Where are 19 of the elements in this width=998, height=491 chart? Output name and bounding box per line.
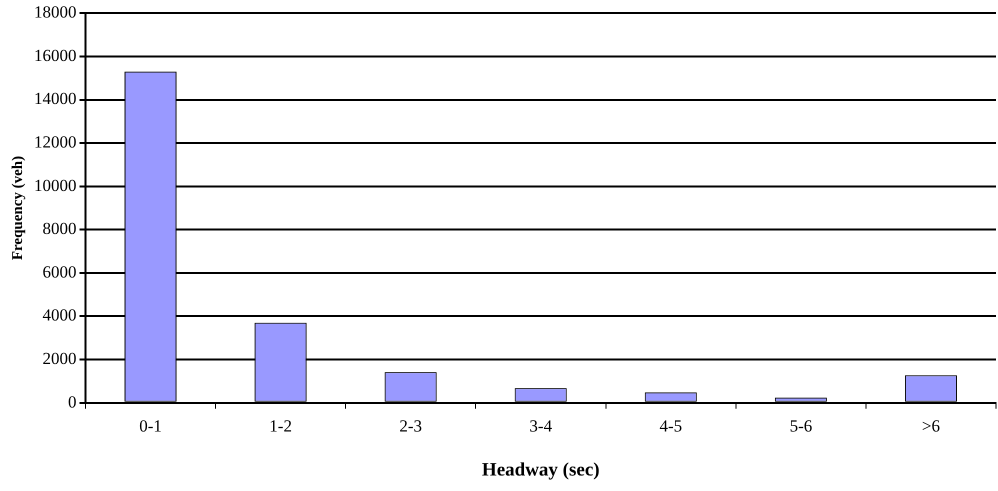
y-tick-label: 16000 <box>34 46 76 65</box>
y-tick-label: 2000 <box>42 348 76 368</box>
x-tick-label: 1-2 <box>269 416 292 436</box>
x-tick-label: 4-5 <box>659 416 682 436</box>
y-tick-label: 6000 <box>42 262 76 282</box>
x-tick-label: >6 <box>922 416 940 436</box>
y-axis-title: Frequency (veh) <box>10 156 26 260</box>
y-tick-label: 0 <box>68 392 76 412</box>
x-tick-label: 5-6 <box>790 416 812 436</box>
y-tick-label: 18000 <box>34 2 76 22</box>
x-tick-label: 0-1 <box>139 416 162 436</box>
x-tick-label: 2-3 <box>399 416 422 436</box>
y-tick-label: 4000 <box>42 306 76 325</box>
x-tick-label: 3-4 <box>529 416 553 436</box>
x-axis-title: Headway (sec) <box>482 460 600 481</box>
y-tick-label: 8000 <box>42 219 76 238</box>
y-tick-label: 10000 <box>34 176 76 195</box>
y-tick-label: 14000 <box>34 89 76 108</box>
y-tick-label: 12000 <box>34 132 76 152</box>
